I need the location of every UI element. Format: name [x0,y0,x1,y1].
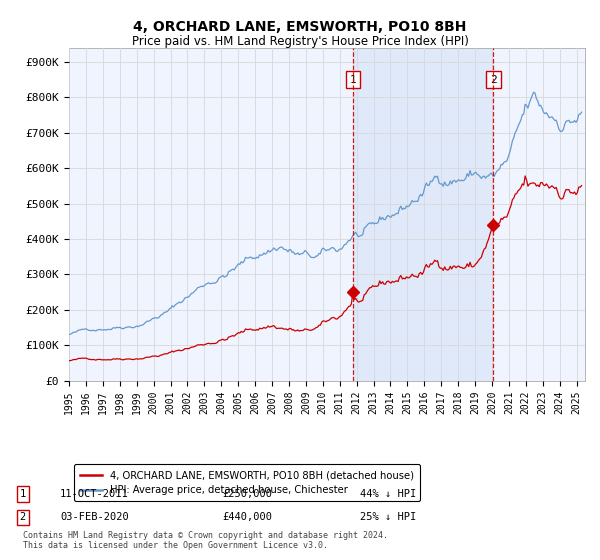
Text: 11-OCT-2011: 11-OCT-2011 [60,489,129,499]
Text: 2: 2 [20,512,26,522]
Legend: 4, ORCHARD LANE, EMSWORTH, PO10 8BH (detached house), HPI: Average price, detach: 4, ORCHARD LANE, EMSWORTH, PO10 8BH (det… [74,464,420,501]
Text: 44% ↓ HPI: 44% ↓ HPI [360,489,416,499]
Text: 4, ORCHARD LANE, EMSWORTH, PO10 8BH: 4, ORCHARD LANE, EMSWORTH, PO10 8BH [133,20,467,34]
Text: 25% ↓ HPI: 25% ↓ HPI [360,512,416,522]
Text: 1: 1 [20,489,26,499]
Text: 03-FEB-2020: 03-FEB-2020 [60,512,129,522]
Text: 1: 1 [350,74,356,85]
Text: Contains HM Land Registry data © Crown copyright and database right 2024.
This d: Contains HM Land Registry data © Crown c… [23,530,388,550]
Text: Price paid vs. HM Land Registry's House Price Index (HPI): Price paid vs. HM Land Registry's House … [131,35,469,48]
Text: £250,000: £250,000 [222,489,272,499]
Bar [353,48,493,381]
Text: £440,000: £440,000 [222,512,272,522]
Text: 2: 2 [490,74,497,85]
